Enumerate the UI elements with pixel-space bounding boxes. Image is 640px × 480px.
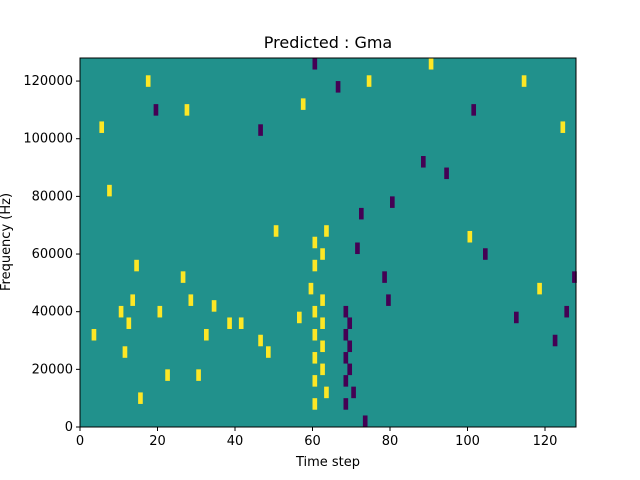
x-axis-label: Time step bbox=[295, 455, 360, 470]
heatmap-cell bbox=[382, 271, 387, 283]
heatmap-cell bbox=[343, 305, 349, 318]
heatmap-cell bbox=[227, 317, 232, 329]
plot-frame bbox=[79, 57, 577, 428]
y-tick-label: 40000 bbox=[32, 305, 73, 320]
heatmap-cell bbox=[320, 340, 325, 353]
heatmap-cell bbox=[300, 98, 306, 110]
heatmap-cell bbox=[312, 328, 318, 341]
heatmap-cell bbox=[145, 75, 151, 87]
heatmap-cell bbox=[366, 75, 372, 87]
heatmap-cell bbox=[153, 104, 159, 116]
heatmap-cell bbox=[444, 167, 449, 180]
heatmap-cell bbox=[320, 363, 325, 376]
heatmap-cell bbox=[359, 207, 364, 220]
heatmap-cell bbox=[188, 294, 194, 306]
heatmap-cells bbox=[91, 58, 577, 427]
heatmap-cell bbox=[467, 230, 473, 243]
heatmap-cell bbox=[138, 392, 143, 404]
x-tick-label: 0 bbox=[76, 434, 84, 449]
heatmap-cell bbox=[428, 58, 434, 70]
y-axis-label: Frequency (Hz) bbox=[0, 193, 14, 291]
x-tick-label: 100 bbox=[455, 434, 480, 449]
heatmap-cell bbox=[564, 305, 570, 318]
heatmap-cell bbox=[552, 334, 558, 347]
heatmap-cell bbox=[347, 317, 353, 329]
heatmap-cell bbox=[204, 328, 209, 341]
heatmap-cell bbox=[343, 375, 349, 387]
heatmap-cell bbox=[134, 259, 139, 272]
y-tick-label: 60000 bbox=[32, 247, 73, 262]
heatmap-cell bbox=[273, 225, 279, 237]
x-tick-label: 20 bbox=[149, 434, 166, 449]
heatmap-cell bbox=[320, 294, 325, 306]
heatmap-cell bbox=[99, 121, 105, 133]
heatmap-cell bbox=[312, 352, 318, 364]
heatmap-cell bbox=[157, 305, 163, 318]
heatmap-cell bbox=[312, 375, 318, 387]
x-axis: 0 20 40 60 80 100 120 bbox=[76, 427, 558, 449]
heatmap-cell bbox=[312, 259, 318, 272]
heatmap-cell bbox=[514, 311, 519, 324]
chart-title: Predicted : Gma bbox=[264, 33, 392, 52]
heatmap-cell bbox=[258, 334, 263, 347]
y-axis: 0 20000 40000 60000 80000 100000 120000 bbox=[23, 74, 80, 435]
heatmap-cell bbox=[324, 225, 329, 237]
heatmap-cell bbox=[266, 346, 271, 358]
y-tick-label: 80000 bbox=[32, 189, 73, 204]
heatmap-cell bbox=[180, 271, 186, 283]
heatmap-cell bbox=[122, 346, 128, 358]
heatmap-cell bbox=[362, 415, 368, 427]
heatmap-cell bbox=[107, 184, 112, 197]
heatmap-cell bbox=[165, 369, 170, 381]
heatmap-cell bbox=[312, 58, 318, 70]
heatmap-cell bbox=[297, 311, 302, 324]
heatmap-cell bbox=[258, 124, 263, 136]
heatmap-cell bbox=[343, 352, 349, 364]
heatmap-cell bbox=[196, 369, 201, 381]
heatmap-cell bbox=[343, 398, 349, 410]
heatmap-cell bbox=[483, 248, 488, 260]
heatmap-cell bbox=[390, 196, 395, 208]
x-tick-label: 40 bbox=[227, 434, 244, 449]
y-tick-label: 0 bbox=[65, 420, 73, 435]
y-tick-label: 120000 bbox=[23, 74, 73, 89]
heatmap-cell bbox=[238, 317, 244, 329]
heatmap-cell bbox=[312, 398, 318, 410]
x-tick-label: 120 bbox=[533, 434, 558, 449]
heatmap-cell bbox=[118, 305, 124, 318]
y-tick-label: 20000 bbox=[32, 362, 73, 377]
heatmap-cell bbox=[386, 294, 391, 306]
heatmap-cell bbox=[347, 340, 353, 353]
heatmap-cell bbox=[560, 121, 566, 133]
heatmap-cell bbox=[335, 81, 341, 93]
heatmap-cell bbox=[537, 282, 542, 295]
heatmap-cell bbox=[351, 386, 356, 399]
heatmap-cell bbox=[521, 75, 527, 87]
heatmap-cell bbox=[308, 282, 314, 295]
heatmap-cell bbox=[126, 317, 132, 329]
heatmap-cell bbox=[312, 236, 318, 249]
heatmap-cell bbox=[320, 248, 325, 260]
heatmap-cell bbox=[184, 104, 190, 116]
heatmap-cell bbox=[320, 317, 325, 329]
heatmap-cell bbox=[471, 104, 477, 116]
heatmap-cell bbox=[91, 328, 97, 341]
plot-area-background bbox=[80, 58, 576, 427]
x-tick-label: 60 bbox=[304, 434, 321, 449]
heatmap-cell bbox=[211, 300, 217, 312]
heatmap-cell bbox=[355, 242, 360, 255]
x-tick-label: 80 bbox=[382, 434, 399, 449]
heatmap-cell bbox=[312, 305, 318, 318]
heatmap-cell bbox=[130, 294, 136, 306]
heatmap-cell bbox=[421, 156, 426, 168]
heatmap-cell bbox=[572, 271, 577, 283]
heatmap-cell bbox=[347, 363, 353, 376]
y-tick-label: 100000 bbox=[23, 132, 73, 147]
heatmap-cell bbox=[343, 328, 349, 341]
heatmap-cell bbox=[324, 386, 329, 399]
